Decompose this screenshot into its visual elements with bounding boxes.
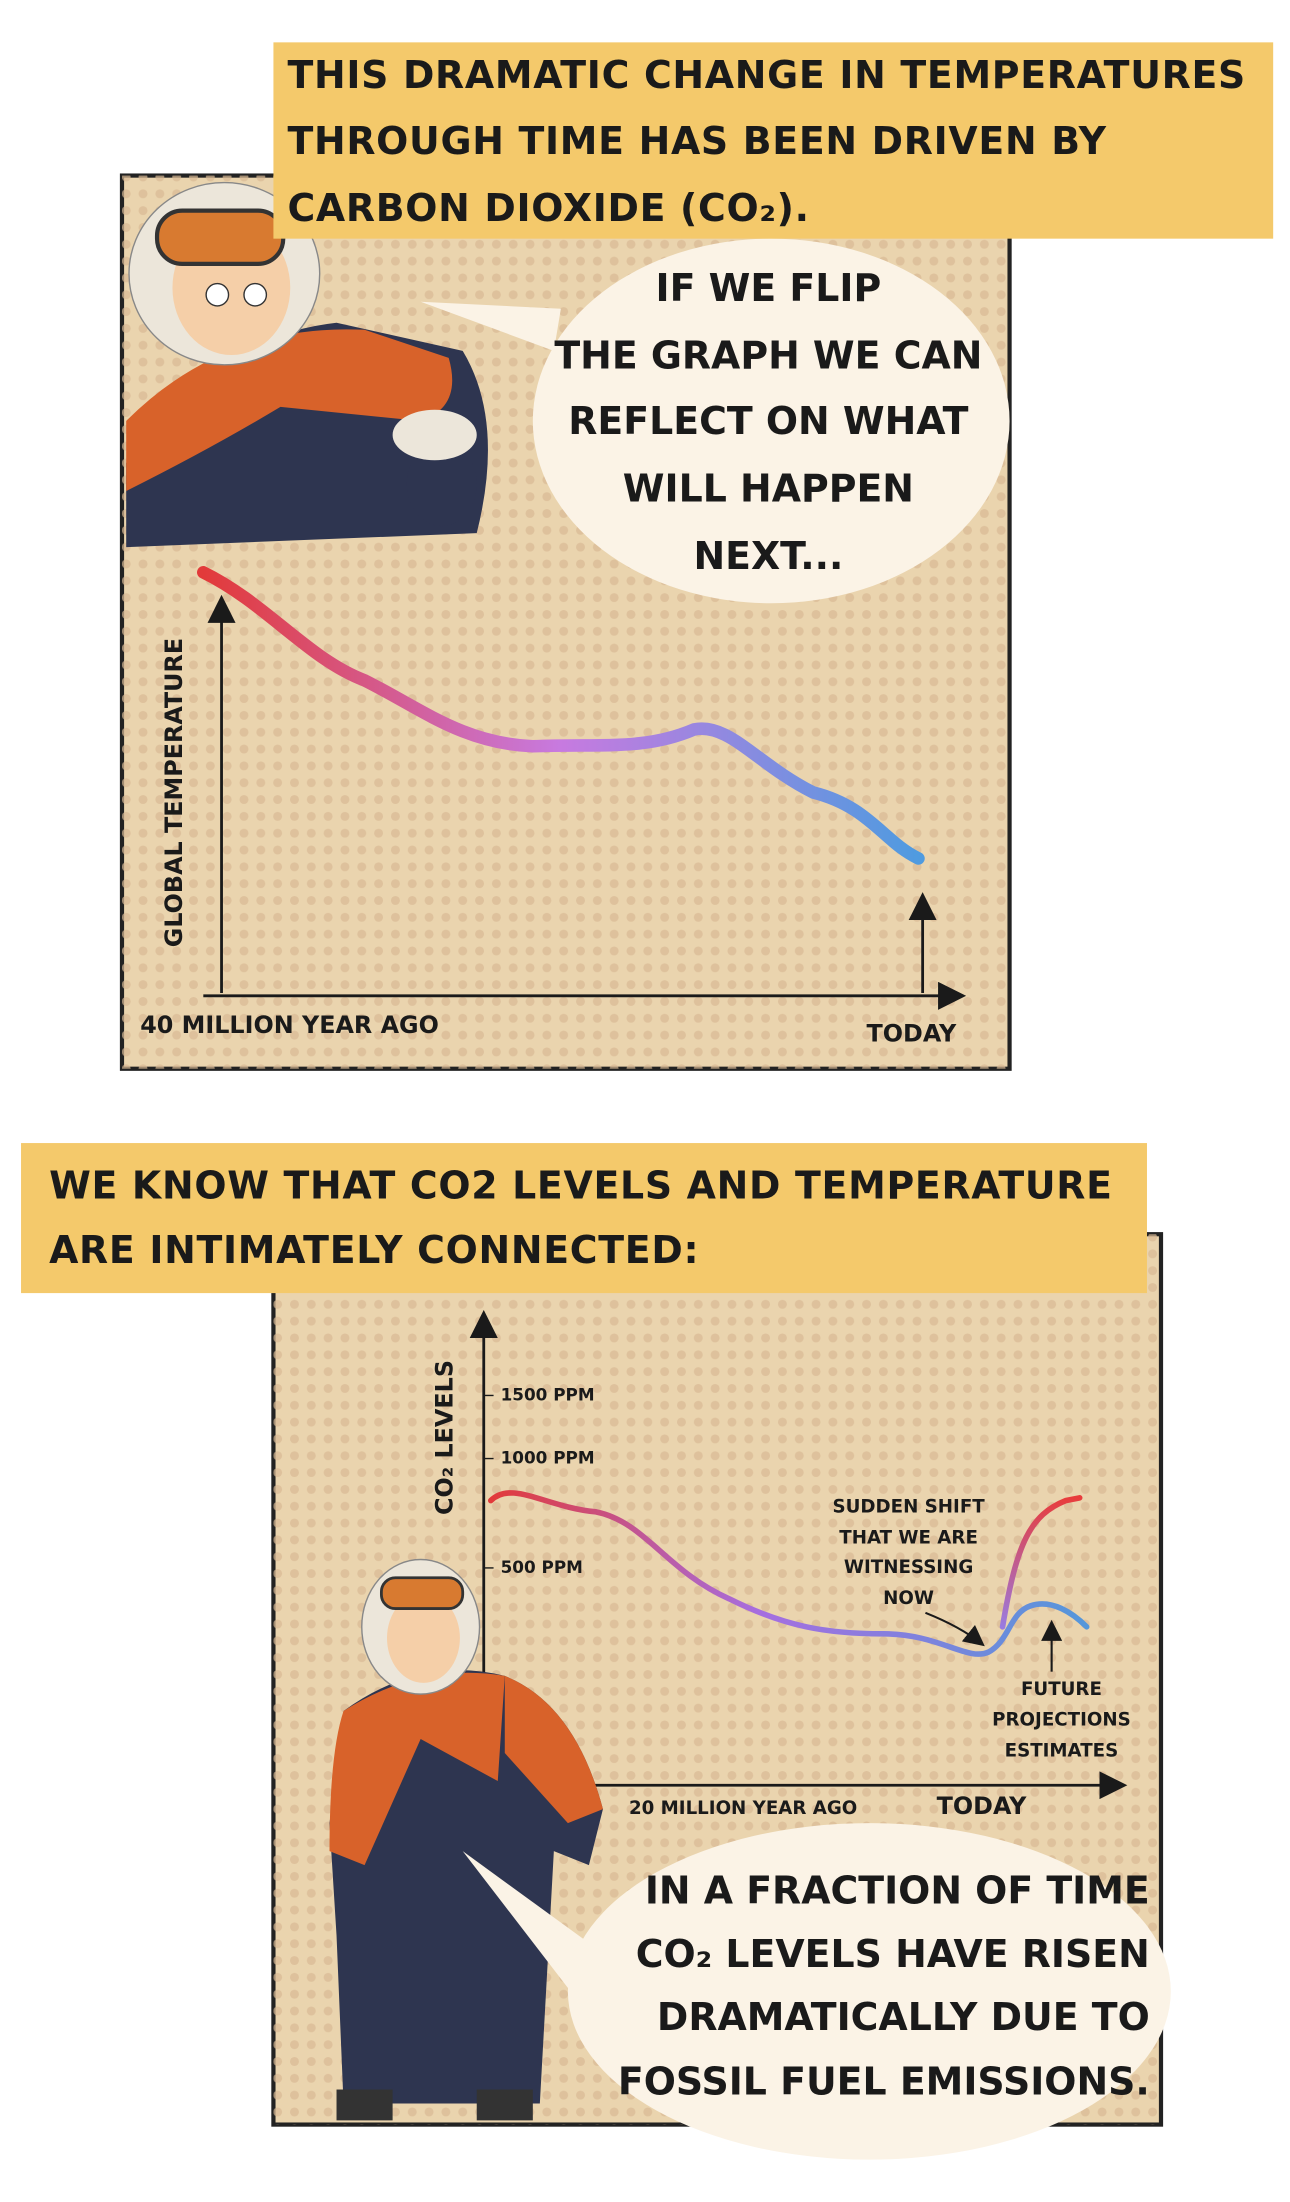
speech-line: NEXT...: [693, 534, 843, 578]
speech-line: IN A FRACTION OF TIME: [645, 1869, 1150, 1913]
annotation-line: THAT WE ARE: [839, 1527, 978, 1548]
annotation-line: ESTIMATES: [1005, 1741, 1119, 1762]
speech-line: FOSSIL FUEL EMISSIONS.: [618, 2059, 1150, 2103]
annotation-arrow: [925, 1611, 985, 1647]
speech-line: THE GRAPH WE CAN: [554, 333, 982, 377]
caption-line: WE KNOW THAT CO2 LEVELS AND TEMPERATURE: [49, 1163, 1113, 1207]
annotation-line: NOW: [883, 1588, 934, 1609]
speech-line: REFLECT ON WHAT: [568, 399, 968, 443]
speech-line: WILL HAPPEN: [623, 467, 914, 511]
panel-1: IF WE FLIP THE GRAPH WE CAN REFLECT ON W…: [119, 42, 1274, 1071]
speech-tail: [462, 1851, 617, 2034]
caption-line: THROUGH TIME HAS BEEN DRIVEN BY: [287, 119, 1106, 163]
x-end-label: TODAY: [867, 1020, 957, 1048]
y-tick-label: 500 PPM: [501, 1557, 583, 1577]
speech-line: CO₂ LEVELS HAVE RISEN: [636, 1932, 1150, 1976]
annotation-line: SUDDEN SHIFT: [832, 1497, 985, 1518]
y-axis-label: CO₂ LEVELS: [430, 1360, 458, 1515]
annotation-line: WITNESSING: [844, 1557, 973, 1578]
annotation-line: PROJECTIONS: [992, 1710, 1131, 1731]
speech-line: DRAMATICALLY DUE TO: [657, 1995, 1150, 2039]
character: [126, 181, 488, 548]
temperature-curve: [197, 566, 925, 865]
annotation-line: FUTURE: [1021, 1679, 1102, 1700]
x-start-label: 40 MILLION YEAR AGO: [140, 1011, 439, 1039]
caption-line: THIS DRAMATIC CHANGE IN TEMPERATURES: [287, 53, 1246, 97]
x-start-label: 20 MILLION YEAR AGO: [629, 1798, 857, 1819]
speech-line: IF WE FLIP: [656, 266, 882, 310]
x-end-label: TODAY: [937, 1792, 1027, 1820]
panel-2: 1500 PPM 1000 PPM 500 PPM CO₂ LEVELS SUD…: [21, 1143, 1171, 2160]
caption-line: ARE INTIMATELY CONNECTED:: [49, 1228, 699, 1272]
co2-curve: [487, 1490, 1090, 1657]
y-axis-label: GLOBAL TEMPERATURE: [160, 638, 188, 947]
speech-tail: [420, 301, 561, 351]
caption-line: CARBON DIOXIDE (CO₂).: [287, 186, 809, 230]
caption-box: [21, 1143, 1147, 1294]
projection-curve: [999, 1495, 1083, 1630]
caption-box: [273, 42, 1274, 239]
y-tick-label: 1500 PPM: [501, 1384, 595, 1404]
speech-bubble: [532, 238, 1010, 604]
y-tick-label: 1000 PPM: [501, 1448, 595, 1468]
character: [329, 1558, 603, 2121]
speech-bubble: [567, 1823, 1171, 2160]
